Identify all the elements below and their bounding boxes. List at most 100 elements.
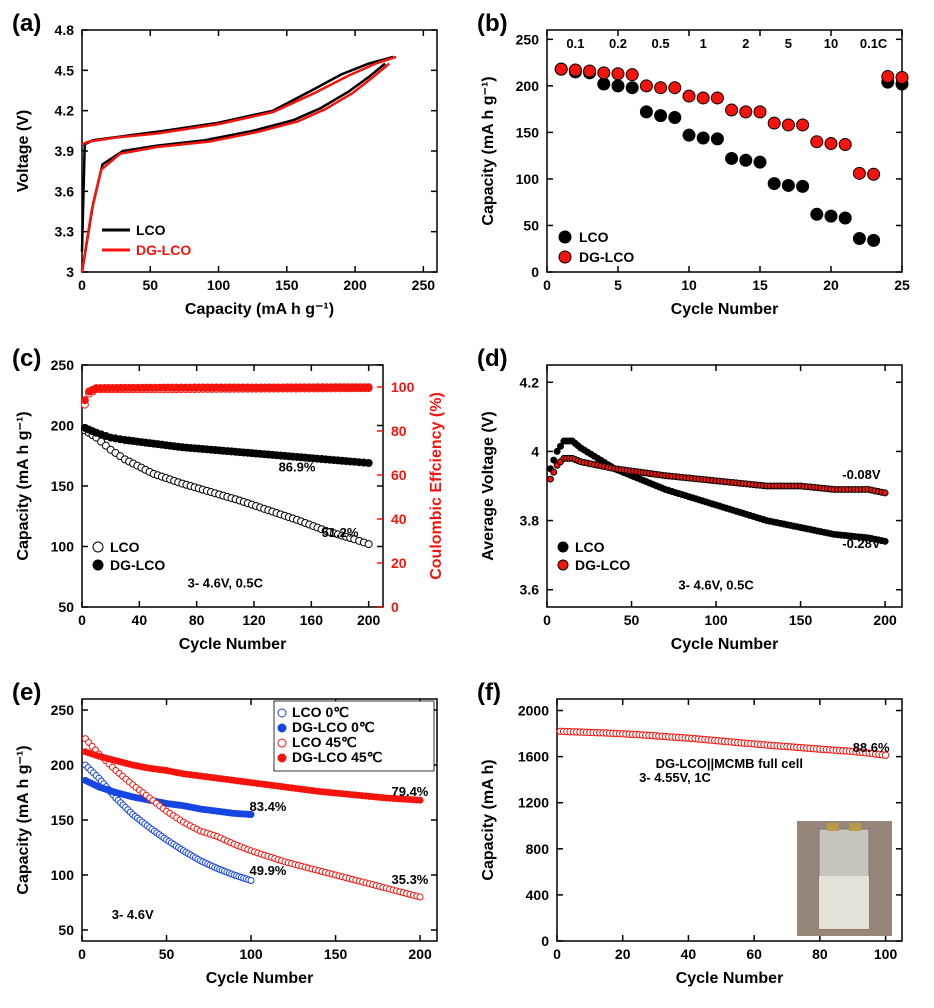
svg-text:80: 80 (812, 946, 828, 962)
svg-text:Cycle Number: Cycle Number (671, 301, 779, 318)
svg-text:250: 250 (412, 277, 436, 293)
svg-text:LCO: LCO (579, 229, 609, 245)
svg-text:50: 50 (159, 946, 175, 962)
svg-text:50: 50 (142, 277, 158, 293)
svg-text:250: 250 (516, 31, 540, 47)
svg-text:Capacity (mA h g⁻¹): Capacity (mA h g⁻¹) (480, 76, 497, 225)
svg-text:4.8: 4.8 (55, 22, 75, 38)
svg-text:100: 100 (51, 867, 75, 883)
svg-text:LCO: LCO (136, 222, 166, 238)
svg-text:5: 5 (785, 36, 792, 51)
svg-text:0: 0 (531, 264, 539, 280)
panel-c-label: (c) (12, 345, 41, 373)
svg-text:100: 100 (207, 277, 231, 293)
svg-text:3- 4.55V, 1C: 3- 4.55V, 1C (639, 770, 711, 785)
svg-text:35.3%: 35.3% (392, 872, 429, 887)
svg-text:20: 20 (391, 555, 407, 571)
svg-text:4.2: 4.2 (55, 103, 75, 119)
svg-text:-0.28V: -0.28V (842, 536, 881, 551)
svg-text:Cycle Number: Cycle Number (676, 970, 784, 987)
svg-text:79.4%: 79.4% (392, 784, 429, 799)
svg-text:0.5: 0.5 (652, 36, 670, 51)
svg-text:10: 10 (681, 277, 697, 293)
svg-text:100: 100 (704, 612, 728, 628)
svg-text:80: 80 (391, 423, 407, 439)
svg-text:DG-LCO 0℃: DG-LCO 0℃ (292, 719, 375, 735)
svg-text:25: 25 (894, 277, 910, 293)
svg-text:120: 120 (242, 612, 266, 628)
svg-text:LCO 45℃: LCO 45℃ (292, 734, 357, 750)
svg-text:40: 40 (681, 946, 697, 962)
svg-text:LCO 0℃: LCO 0℃ (292, 704, 349, 720)
svg-text:1200: 1200 (518, 795, 549, 811)
svg-text:DG-LCO: DG-LCO (110, 557, 165, 573)
svg-text:60: 60 (391, 467, 407, 483)
svg-text:150: 150 (789, 612, 813, 628)
svg-text:100: 100 (239, 946, 263, 962)
svg-text:2: 2 (742, 36, 749, 51)
svg-text:200: 200 (51, 417, 75, 433)
panel-d-label: (d) (477, 345, 508, 373)
svg-text:88.6%: 88.6% (853, 740, 890, 755)
svg-text:0.1C: 0.1C (860, 36, 888, 51)
svg-text:20: 20 (823, 277, 839, 293)
svg-text:83.4%: 83.4% (250, 800, 287, 815)
svg-text:DG-LCO 45℃: DG-LCO 45℃ (292, 749, 383, 765)
panel-b-label: (b) (477, 10, 508, 38)
svg-text:Coulombic Effciency (%): Coulombic Effciency (%) (428, 392, 445, 580)
svg-text:0: 0 (78, 612, 86, 628)
svg-text:LCO: LCO (575, 539, 605, 555)
svg-text:40: 40 (132, 612, 148, 628)
svg-text:200: 200 (516, 78, 540, 94)
panel-a-label: (a) (12, 10, 41, 38)
svg-text:51.2%: 51.2% (322, 524, 359, 539)
svg-text:Cycle Number: Cycle Number (179, 636, 287, 653)
svg-text:0: 0 (553, 946, 561, 962)
pouch-cell-photo-icon (797, 821, 892, 936)
svg-text:3.3: 3.3 (55, 224, 75, 240)
svg-text:800: 800 (526, 841, 550, 857)
svg-text:100: 100 (391, 379, 415, 395)
svg-text:50: 50 (58, 922, 74, 938)
svg-text:15: 15 (752, 277, 768, 293)
svg-text:3.8: 3.8 (520, 512, 540, 528)
svg-text:200: 200 (357, 612, 381, 628)
svg-text:1: 1 (700, 36, 707, 51)
svg-text:100: 100 (874, 946, 898, 962)
svg-text:3- 4.6V, 0.5C: 3- 4.6V, 0.5C (188, 575, 264, 590)
svg-text:86.9%: 86.9% (279, 459, 316, 474)
svg-text:49.9%: 49.9% (250, 863, 287, 878)
svg-text:DG-LCO||MCMB full cell: DG-LCO||MCMB full cell (656, 756, 803, 771)
svg-text:40: 40 (391, 511, 407, 527)
svg-text:10: 10 (824, 36, 838, 51)
svg-text:200: 200 (51, 757, 75, 773)
svg-text:2000: 2000 (518, 703, 549, 719)
svg-text:0: 0 (541, 933, 549, 949)
svg-text:150: 150 (516, 124, 540, 140)
svg-text:3.6: 3.6 (55, 183, 75, 199)
svg-text:150: 150 (324, 946, 348, 962)
svg-text:250: 250 (51, 357, 75, 373)
svg-text:250: 250 (51, 702, 75, 718)
svg-text:Capacity (mA h): Capacity (mA h) (480, 760, 497, 881)
svg-text:150: 150 (51, 478, 75, 494)
svg-text:4: 4 (531, 443, 539, 459)
svg-text:200: 200 (873, 612, 897, 628)
svg-text:Capacity (mA h g⁻¹): Capacity (mA h g⁻¹) (15, 411, 32, 560)
svg-text:160: 160 (300, 612, 324, 628)
svg-text:400: 400 (526, 887, 550, 903)
svg-text:100: 100 (51, 538, 75, 554)
svg-text:4.2: 4.2 (520, 374, 540, 390)
svg-text:0: 0 (543, 612, 551, 628)
svg-text:Cycle Number: Cycle Number (671, 636, 779, 653)
svg-text:1600: 1600 (518, 749, 549, 765)
svg-text:4.5: 4.5 (55, 62, 75, 78)
svg-text:3- 4.6V, 0.5C: 3- 4.6V, 0.5C (678, 577, 754, 592)
svg-text:80: 80 (189, 612, 205, 628)
svg-text:50: 50 (624, 612, 640, 628)
svg-text:3.9: 3.9 (55, 143, 75, 159)
svg-text:0: 0 (78, 946, 86, 962)
svg-text:DG-LCO: DG-LCO (575, 557, 630, 573)
svg-text:60: 60 (746, 946, 762, 962)
svg-text:Cycle Number: Cycle Number (206, 970, 314, 987)
